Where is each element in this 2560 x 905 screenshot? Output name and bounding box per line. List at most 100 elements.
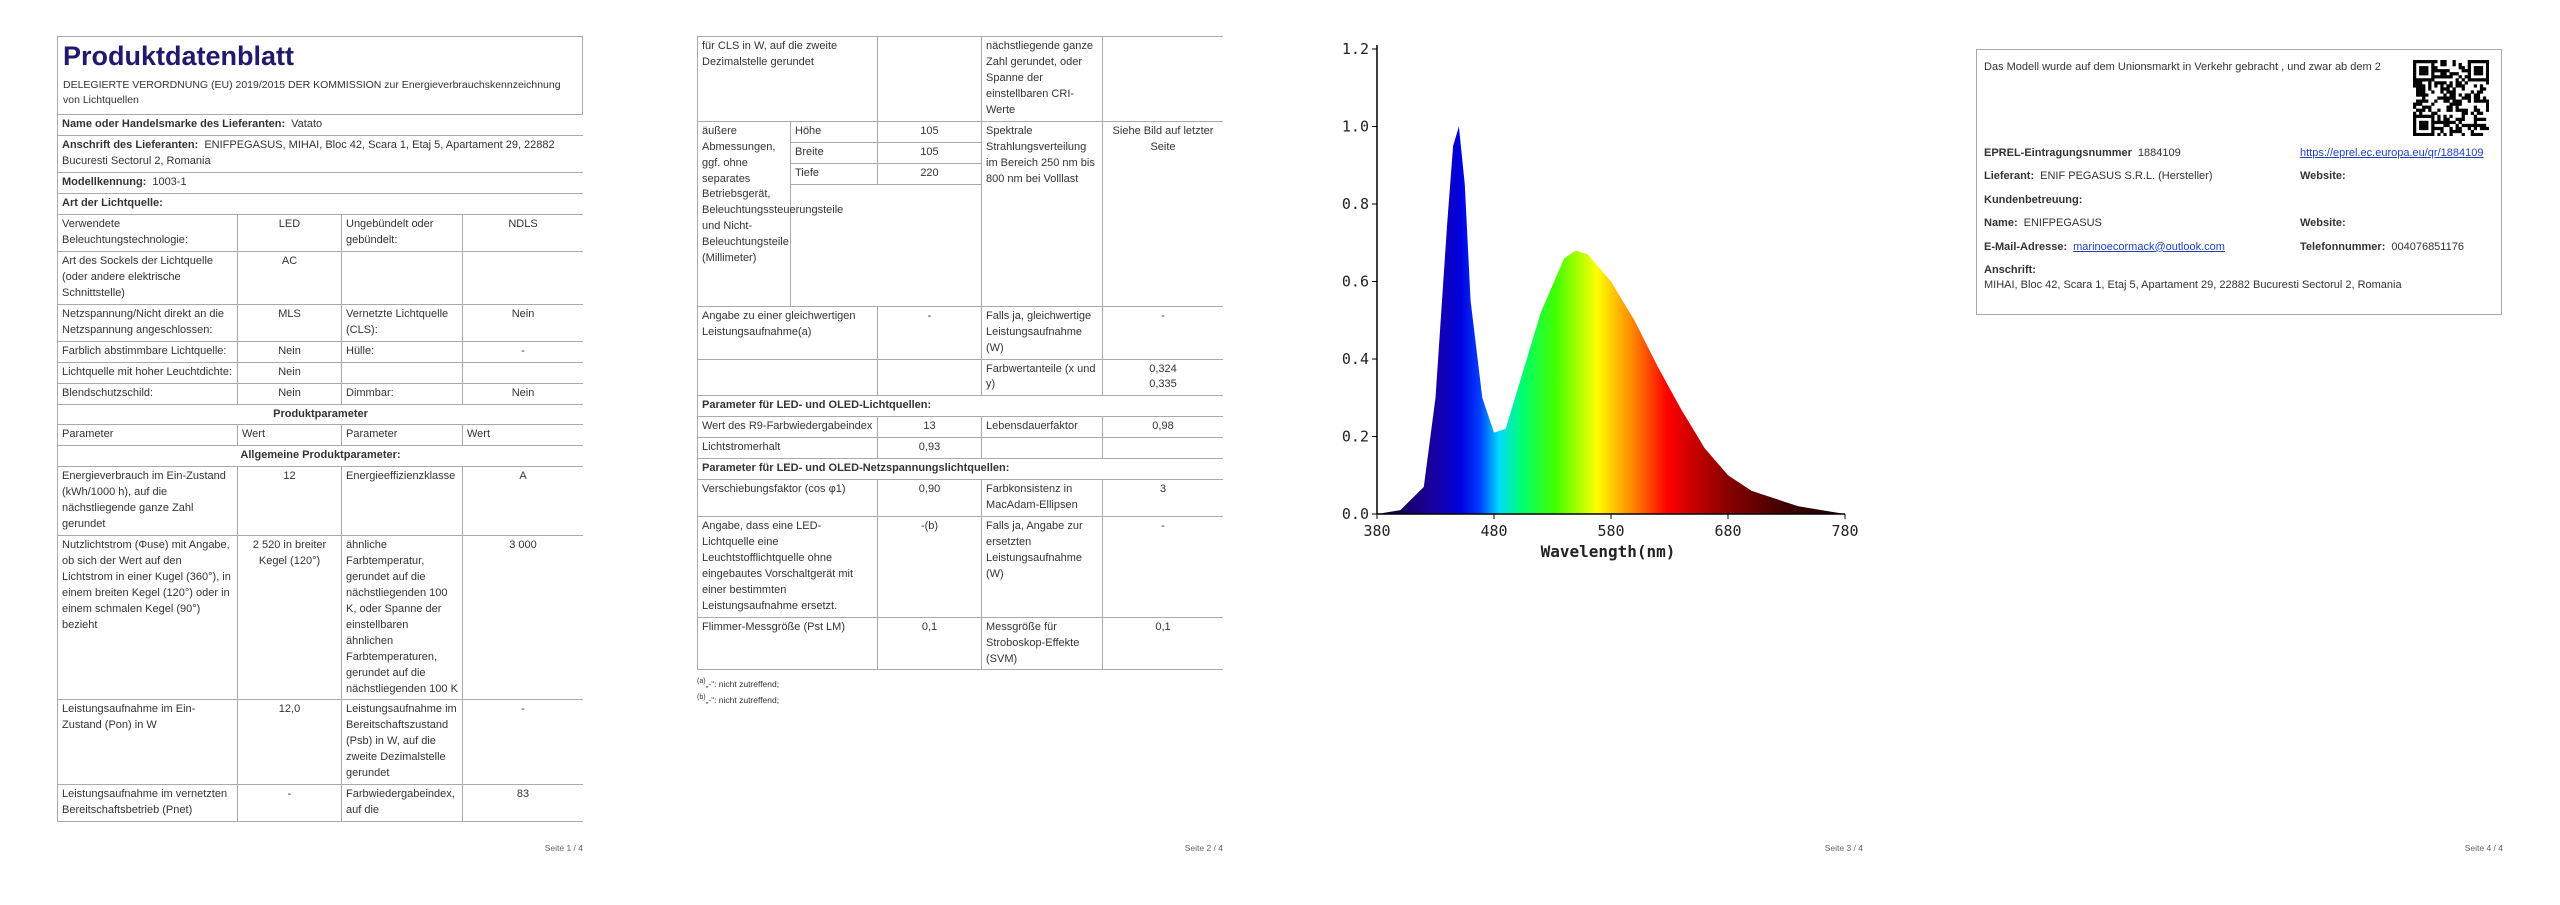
section-heading: Produktparameter bbox=[57, 403, 583, 426]
qr-module bbox=[2437, 120, 2441, 125]
section-heading: Parameter für LED- und OLED-Netzspannung… bbox=[697, 458, 1223, 481]
qr-module bbox=[2461, 69, 2465, 73]
qr-module bbox=[2422, 96, 2426, 100]
qr-module bbox=[2443, 132, 2447, 136]
qr-module bbox=[2455, 84, 2459, 88]
qr-module bbox=[2422, 126, 2426, 131]
qr-module bbox=[2467, 78, 2471, 82]
page-number: Seite 1 / 4 bbox=[544, 843, 583, 853]
cell: Energieverbrauch im Ein-Zustand (kWh/100… bbox=[57, 466, 238, 537]
qr-module bbox=[2467, 72, 2471, 76]
qr-module bbox=[2458, 126, 2462, 131]
info-label: Website: bbox=[2300, 170, 2346, 183]
qr-module bbox=[2416, 90, 2420, 94]
qr-module bbox=[2479, 72, 2484, 76]
qr-module bbox=[2446, 90, 2450, 94]
qr-module bbox=[2482, 78, 2487, 82]
cell: Spektrale Strahlungsverteilung im Bereic… bbox=[981, 120, 1103, 307]
cell bbox=[1102, 437, 1223, 460]
table-row: Farblich abstimmbare Lichtquelle: Nein Hül… bbox=[57, 340, 583, 363]
page: Das Modell wurde auf dem Unionsmarkt in … bbox=[1920, 0, 2560, 905]
sheet: Produktdatenblatt DELEGIERTE VERORDNUNG … bbox=[57, 36, 583, 836]
dimension-value: 105 bbox=[878, 143, 981, 164]
y-tick-label: 0.6 bbox=[1342, 273, 1369, 291]
field-value: Vatato bbox=[291, 118, 323, 131]
qr-module bbox=[2434, 126, 2438, 131]
qr-module bbox=[2428, 114, 2432, 118]
cell: AC bbox=[237, 251, 342, 305]
info-value: 004076851176 bbox=[2391, 240, 2464, 253]
cell bbox=[341, 361, 463, 384]
intro-text: Das Modell wurde auf dem Unionsmarkt in … bbox=[1984, 61, 2381, 73]
qr-module bbox=[2413, 102, 2417, 106]
info-row: Anschrift: MIHAI, Bloc 42, Scara 1, Etaj … bbox=[1984, 263, 2493, 294]
qr-module bbox=[2479, 99, 2484, 103]
qr-module bbox=[2464, 96, 2468, 100]
qr-module bbox=[2452, 60, 2456, 64]
cell: Lebensdauerfaktor bbox=[981, 416, 1103, 439]
qr-module bbox=[2431, 123, 2435, 128]
qr-module bbox=[2419, 84, 2423, 88]
qr-module bbox=[2419, 120, 2423, 125]
qr-module bbox=[2485, 63, 2489, 67]
qr-module bbox=[2479, 78, 2484, 82]
qr-module bbox=[2419, 126, 2423, 131]
qr-module bbox=[2476, 96, 2481, 100]
qr-module bbox=[2455, 126, 2459, 131]
cell: 0,1 bbox=[877, 616, 982, 671]
footnotes: (a)„-“: nicht zutreffend; (b)„-“: nicht z… bbox=[697, 676, 1223, 707]
qr-module bbox=[2413, 126, 2417, 131]
table-row: Angabe, dass eine LED-Lichtquelle eine L… bbox=[697, 516, 1223, 618]
info-link[interactable]: marinoecormack@outlook.com bbox=[2073, 240, 2225, 253]
table-row: äußere Abmessungen, ggf. ohne separates … bbox=[697, 120, 1223, 307]
cell: Dimmbar: bbox=[341, 382, 463, 405]
table-row: Modellkennung: 1003-1 bbox=[57, 172, 583, 195]
field-label: Modellkennung: bbox=[62, 176, 147, 189]
info-link[interactable]: https://eprel.ec.europa.eu/qr/1884109 bbox=[2300, 147, 2484, 159]
qr-module bbox=[2473, 117, 2478, 121]
dimension-label: Höhe bbox=[791, 121, 878, 143]
info-cell: Website: bbox=[2300, 216, 2493, 231]
qr-module bbox=[2416, 114, 2420, 118]
qr-module bbox=[2458, 75, 2462, 79]
qr-module bbox=[2428, 132, 2432, 136]
qr-module bbox=[2419, 69, 2423, 73]
info-row: Name: ENIFPEGASUS Website: bbox=[1984, 216, 2493, 231]
page-number: Seite 3 / 4 bbox=[1824, 843, 1863, 853]
qr-module bbox=[2467, 60, 2471, 64]
parameter-table: Name oder Handelsmarke des Lieferanten: V… bbox=[57, 114, 583, 822]
qr-module bbox=[2416, 78, 2420, 82]
info-cell: E-Mail-Adresse: marinoecormack@outlook.co… bbox=[1984, 240, 2300, 255]
qr-module bbox=[2431, 78, 2435, 82]
qr-module bbox=[2425, 126, 2429, 131]
table-row: Lichtquelle mit hoher Leuchtdichte: Nein bbox=[57, 361, 583, 384]
cell: Flimmer-Messgröße (Pst LM) bbox=[697, 616, 878, 671]
qr-module bbox=[2422, 120, 2426, 125]
qr-module bbox=[2470, 123, 2474, 128]
qr-module bbox=[2479, 132, 2484, 136]
cell: Messgröße für Stroboskop-Effekte (SVM) bbox=[981, 616, 1103, 671]
cell: - bbox=[877, 305, 982, 360]
qr-module bbox=[2464, 108, 2468, 112]
qr-module bbox=[2437, 96, 2441, 100]
qr-module bbox=[2452, 129, 2456, 134]
qr-module bbox=[2461, 111, 2465, 115]
qr-module bbox=[2425, 93, 2429, 97]
cell: MLS bbox=[237, 303, 342, 342]
cell: Farbwiedergabeindex, auf die bbox=[341, 784, 463, 822]
qr-module bbox=[2431, 60, 2435, 64]
qr-module bbox=[2455, 123, 2459, 128]
qr-module bbox=[2470, 129, 2474, 134]
cell: Parameter bbox=[57, 424, 238, 447]
qr-module bbox=[2413, 105, 2417, 109]
qr-module bbox=[2473, 126, 2478, 131]
qr-module bbox=[2452, 90, 2456, 94]
footnote-text: „-“: nicht zutreffend; bbox=[705, 694, 780, 705]
qr-module bbox=[2437, 69, 2441, 73]
qr-module bbox=[2443, 60, 2447, 64]
qr-module bbox=[2452, 72, 2456, 76]
cell: Nutzlichtstrom (Φuse) mit Angabe, ob sic… bbox=[57, 535, 238, 701]
qr-module bbox=[2467, 69, 2471, 73]
cell: Farblich abstimmbare Lichtquelle: bbox=[57, 340, 238, 363]
